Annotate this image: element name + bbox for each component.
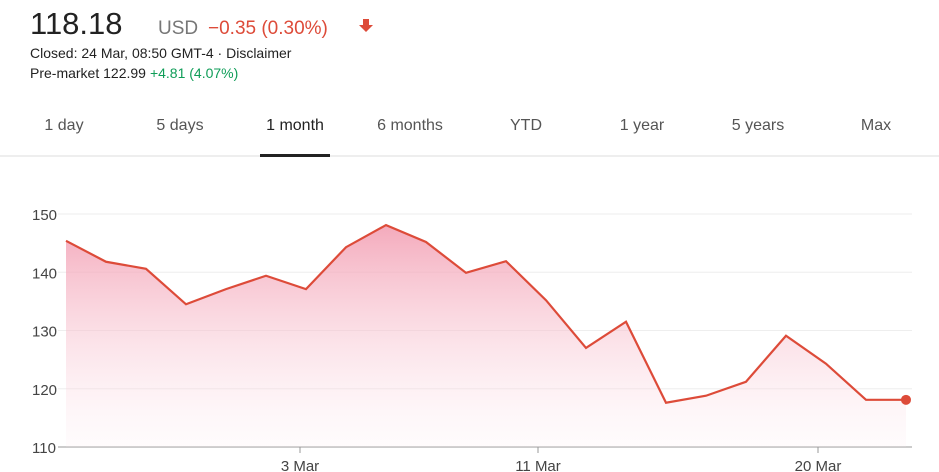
disclaimer-link[interactable]: Disclaimer <box>226 45 292 61</box>
line <box>65 223 906 404</box>
change: −0.35 (0.30%) <box>208 18 328 39</box>
tab[interactable]: YTD <box>510 117 542 134</box>
y-tick-label: 110 <box>32 440 56 457</box>
tab[interactable]: 5 years <box>732 117 784 134</box>
tab[interactable]: 1 day <box>44 117 83 134</box>
price: 118.18 <box>30 6 123 41</box>
status-text: Closed: 24 Mar, 08:50 GMT-4 · <box>30 45 226 61</box>
tab[interactable]: 1 month <box>266 117 324 134</box>
tab[interactable]: 1 year <box>620 117 665 134</box>
y-tick-label: 150 <box>32 207 57 224</box>
last-point <box>901 394 911 405</box>
y-tick-label: 140 <box>32 265 57 282</box>
area <box>66 225 906 447</box>
premarket: Pre-market 122.99 +4.81 (4.07%) <box>30 65 238 81</box>
premarket-change: +4.81 (4.07%) <box>150 65 238 81</box>
premarket-price: Pre-market 122.99 <box>30 65 146 81</box>
y-tick-label: 130 <box>32 324 57 341</box>
x-tick-label: 11 Mar <box>515 458 561 472</box>
currency: USD <box>158 18 198 39</box>
y-tick-label: 120 <box>32 382 57 399</box>
down-arrow <box>359 19 373 32</box>
x-tick-label: 20 Mar <box>795 458 842 472</box>
tab-underline <box>260 154 330 157</box>
tab[interactable]: 5 days <box>156 117 203 134</box>
tab[interactable]: 6 months <box>377 117 443 134</box>
tab[interactable]: Max <box>861 117 891 134</box>
status: Closed: 24 Mar, 08:50 GMT-4 · Disclaimer <box>30 45 292 61</box>
x-tick-label: 3 Mar <box>281 458 319 472</box>
